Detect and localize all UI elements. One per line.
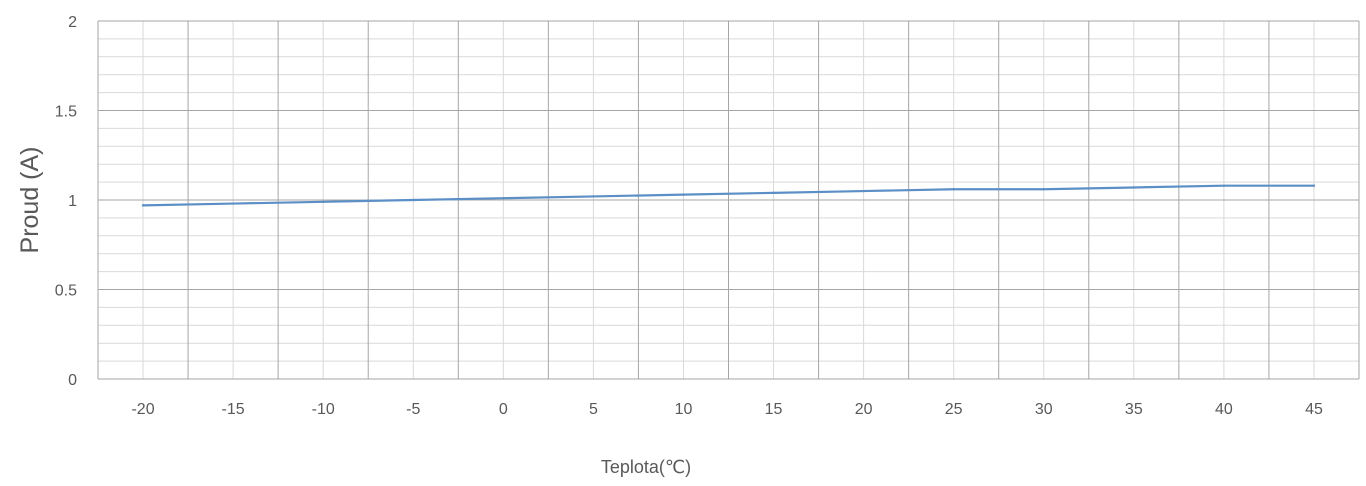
y-axis-tick-labels: 0 0.5 1 1.5 2 — [55, 14, 77, 389]
x-tick-label: 45 — [1305, 401, 1323, 418]
major-gridlines — [97, 20, 1360, 380]
y-tick-label: 1.5 — [55, 104, 77, 121]
y-axis-title: Proud (A) — [16, 147, 44, 254]
y-tick-label: 1 — [68, 193, 77, 210]
x-tick-label: 15 — [765, 401, 783, 418]
data-point — [862, 189, 865, 193]
x-tick-label: 10 — [675, 401, 693, 418]
x-tick-label: -5 — [406, 401, 420, 418]
y-tick-label: 0.5 — [55, 283, 77, 300]
x-tick-label: -15 — [222, 401, 245, 418]
data-point — [1042, 188, 1045, 191]
data-point — [1132, 186, 1136, 189]
data-point — [952, 188, 955, 191]
data-point — [412, 198, 415, 202]
series-layer — [141, 184, 1316, 207]
data-point — [772, 191, 775, 195]
x-tick-label: 5 — [589, 401, 598, 418]
x-tick-label: -10 — [312, 401, 335, 418]
data-point — [141, 204, 145, 207]
x-axis-title: Teplota(℃) — [601, 457, 691, 477]
x-tick-label: 35 — [1125, 401, 1143, 418]
x-tick-label: 40 — [1215, 401, 1233, 418]
data-point — [321, 200, 325, 203]
data-point — [592, 195, 595, 198]
data-point — [682, 193, 685, 196]
y-tick-label: 2 — [68, 14, 77, 31]
x-tick-label: 0 — [499, 401, 508, 418]
x-tick-label: 30 — [1035, 401, 1053, 418]
data-point — [1312, 184, 1316, 187]
x-axis-tick-labels: -20 -15 -10 -5 0 5 10 15 20 25 30 35 40 45 — [131, 401, 1322, 418]
x-tick-label: -20 — [131, 401, 154, 418]
x-tick-label: 20 — [855, 401, 873, 418]
x-tick-label: 25 — [945, 401, 963, 418]
data-point — [231, 202, 235, 205]
y-tick-label: 0 — [68, 372, 77, 389]
data-point — [1222, 184, 1226, 187]
series-line — [141, 184, 1316, 207]
data-point — [502, 197, 505, 200]
